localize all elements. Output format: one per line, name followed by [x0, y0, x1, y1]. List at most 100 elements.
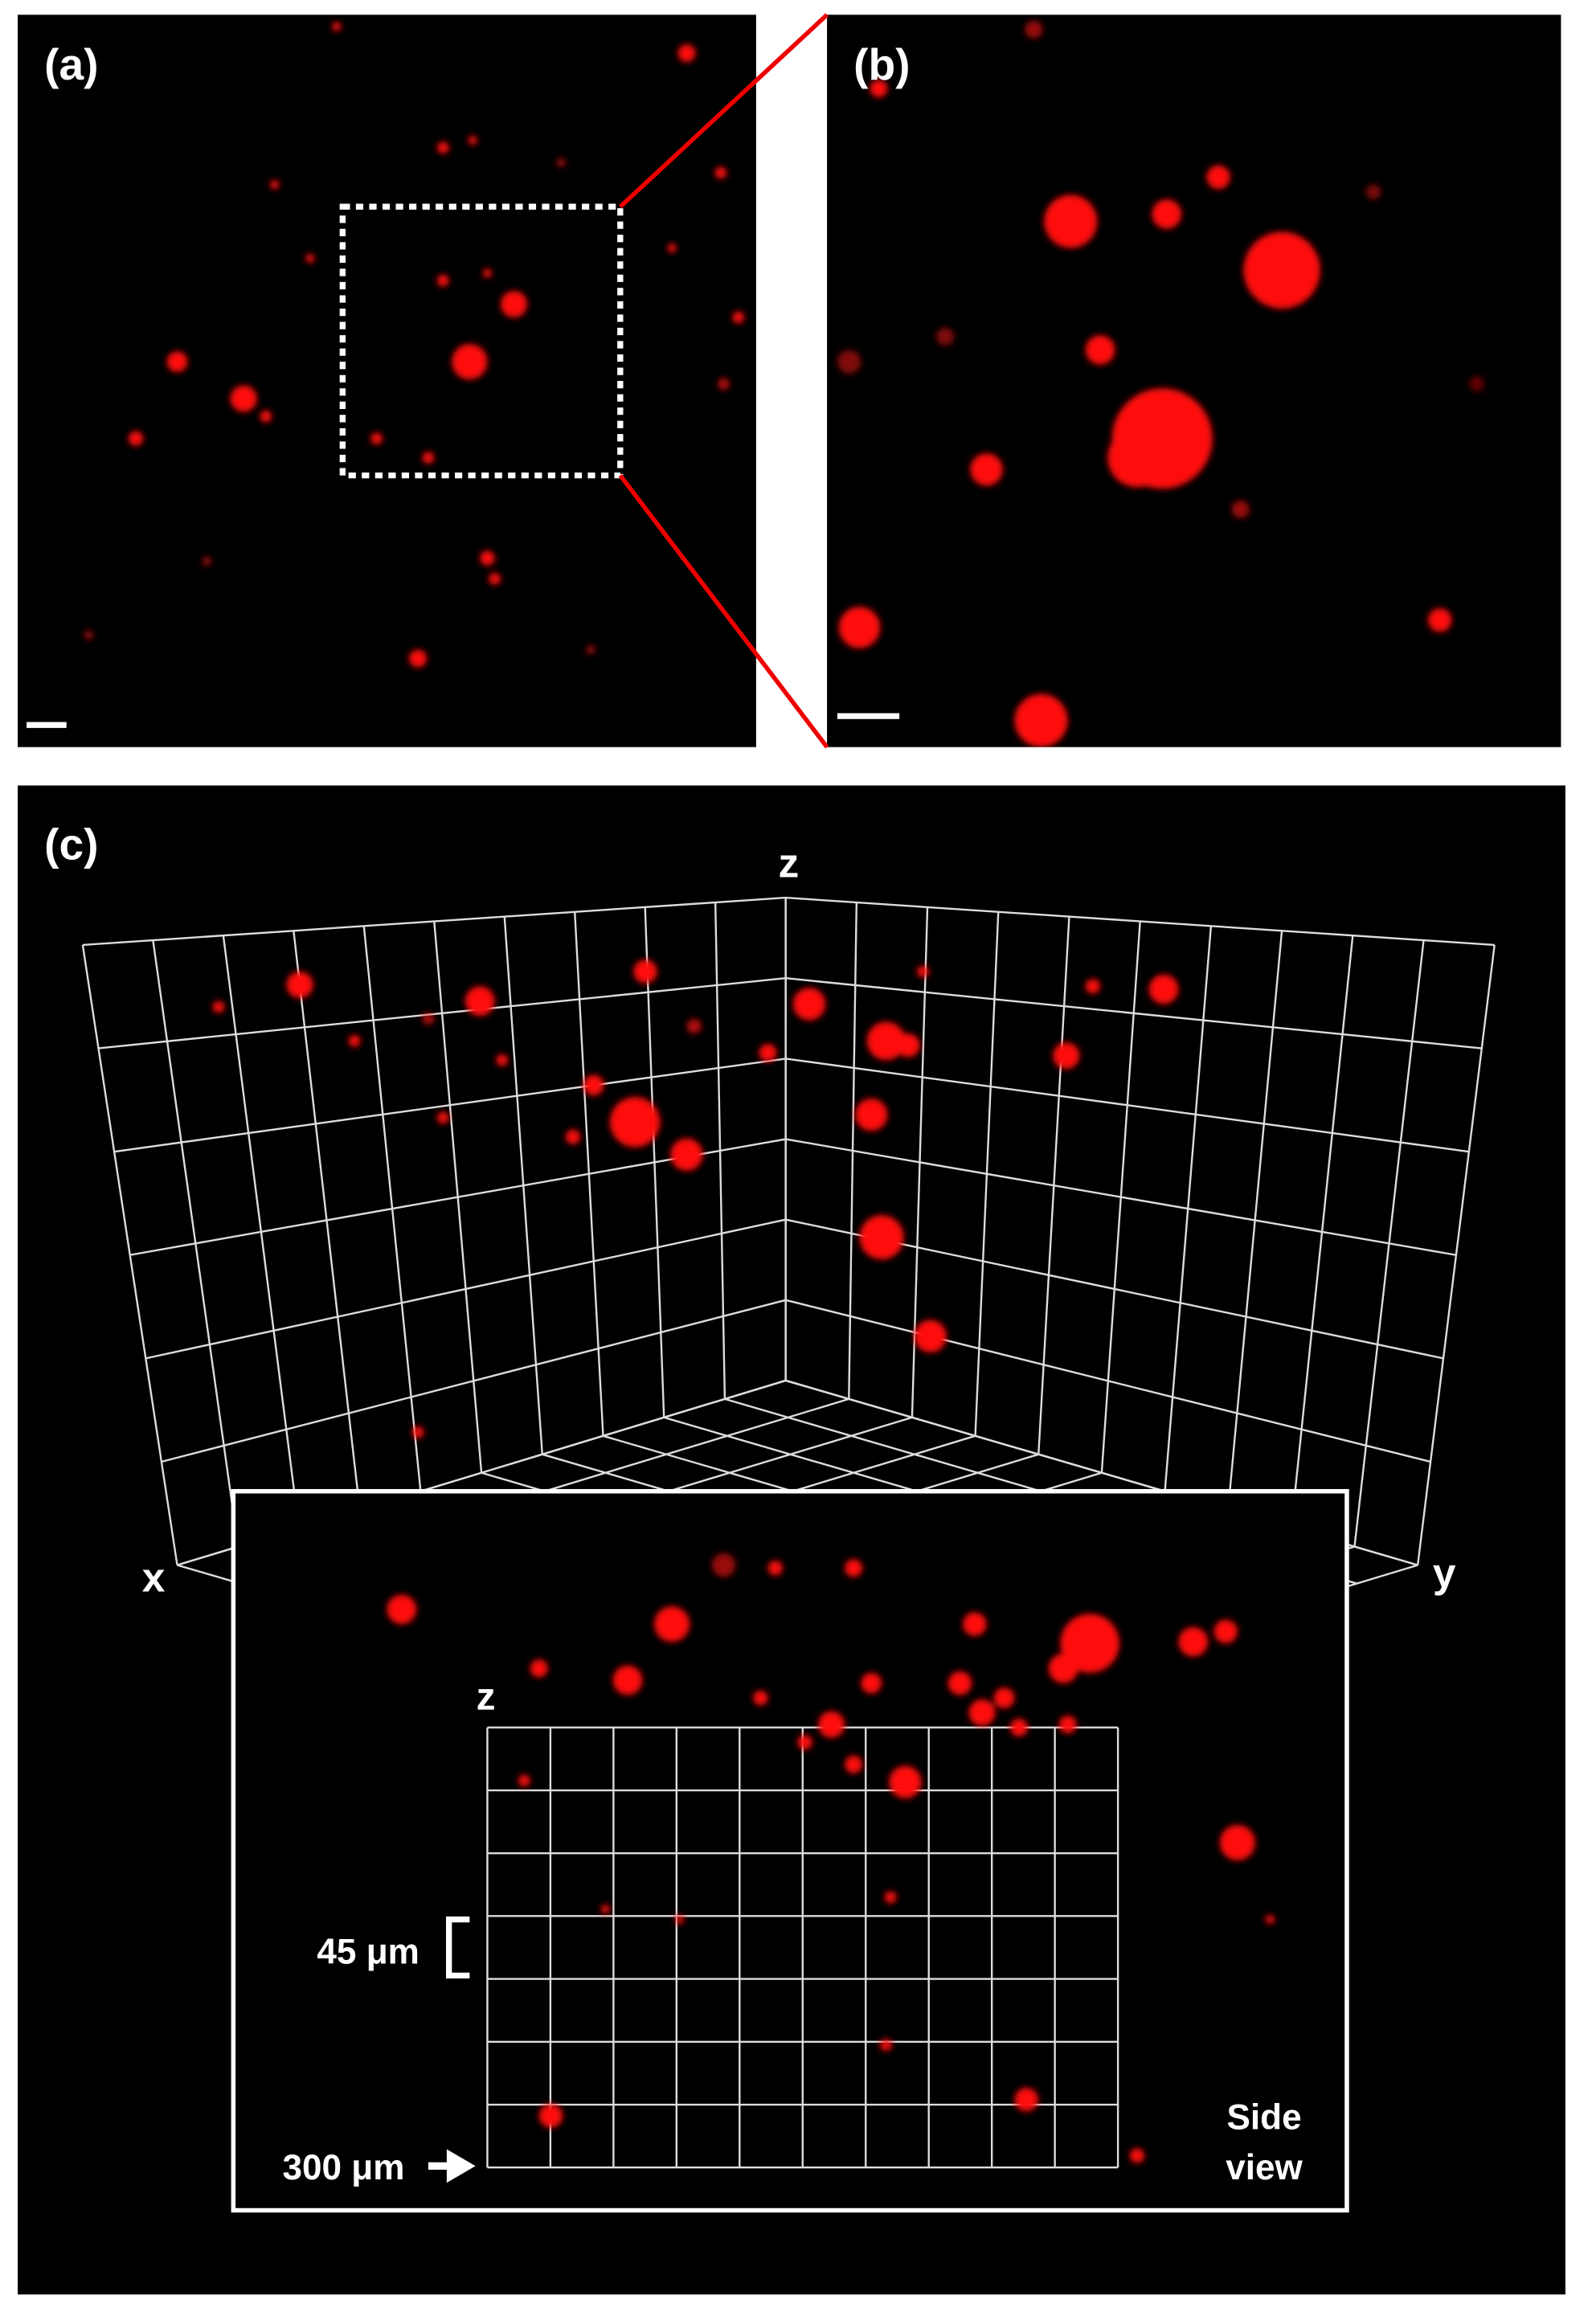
spot [370, 432, 383, 445]
spot [332, 22, 342, 31]
grid-line [785, 1058, 1470, 1153]
spot [861, 1672, 882, 1694]
inset [231, 1488, 1349, 2213]
grid-line [161, 1299, 786, 1463]
spot [818, 1711, 845, 1738]
spot [583, 1074, 604, 1096]
spot [767, 1561, 783, 1576]
spot [1129, 2148, 1145, 2163]
fluorescence-a [84, 22, 745, 668]
spot [936, 327, 955, 346]
spot [600, 1905, 610, 1914]
bracket [445, 1916, 470, 1979]
spot [436, 1111, 449, 1124]
spot [609, 1097, 661, 1148]
spot [759, 1044, 777, 1062]
spot [489, 572, 501, 585]
spot [993, 1688, 1015, 1708]
arrow [428, 2149, 476, 2183]
spot [586, 644, 595, 654]
spot [305, 254, 315, 264]
spot [837, 350, 861, 374]
grid-line [82, 896, 786, 947]
spot [518, 1774, 530, 1787]
spot [422, 1013, 435, 1025]
axis-label: x [142, 1554, 166, 1601]
spot [838, 607, 881, 649]
spot [718, 378, 730, 391]
spot [889, 1766, 922, 1798]
grid-line [785, 896, 1495, 947]
fluorescence-b [837, 20, 1484, 747]
fluorescence-c [212, 959, 1179, 1438]
spot [166, 351, 188, 373]
axis-label: z [778, 839, 799, 886]
spot [1243, 231, 1320, 309]
spot [411, 1426, 424, 1438]
fluorescence-side [387, 1553, 1275, 2163]
spot [270, 180, 280, 190]
spot [212, 1000, 225, 1013]
spot [1009, 1718, 1029, 1737]
spot [482, 268, 492, 278]
spot [1469, 376, 1484, 391]
zoom-line [618, 13, 829, 209]
panel-label: (a) [44, 39, 98, 89]
spot [387, 1594, 417, 1625]
grid-line [145, 1218, 786, 1360]
spot [436, 274, 449, 287]
spot [866, 1021, 906, 1061]
spot [452, 344, 488, 380]
spot [674, 1915, 684, 1925]
panel-a [18, 14, 756, 747]
spot [963, 1612, 987, 1636]
spot [797, 1734, 812, 1750]
scale-label: 300 μm [282, 2148, 404, 2187]
spot [896, 1033, 920, 1058]
spot [1219, 1824, 1256, 1861]
spot [422, 452, 435, 464]
spot [1014, 2088, 1038, 2112]
grid-line [113, 1058, 786, 1153]
spot [556, 158, 566, 167]
spot [968, 1699, 996, 1726]
spot [565, 1129, 581, 1144]
spot [1044, 194, 1098, 248]
zoom-box [339, 203, 624, 479]
spot [1152, 199, 1182, 229]
spot [792, 988, 826, 1021]
grid-line [785, 1299, 1431, 1463]
spot [409, 649, 428, 668]
spot [1206, 165, 1230, 190]
spot [436, 141, 449, 154]
spot [1265, 1915, 1275, 1925]
spot [947, 1671, 972, 1696]
spot [260, 410, 272, 423]
spot [1231, 500, 1250, 518]
zoom-line [618, 473, 829, 749]
spot [500, 290, 528, 318]
spot [855, 1098, 888, 1131]
panel-label: (b) [853, 39, 910, 89]
spot [880, 2039, 892, 2052]
spot [633, 959, 657, 984]
spot [686, 1018, 702, 1034]
spot [1148, 974, 1179, 1004]
spot [1014, 694, 1068, 747]
spot [1025, 20, 1043, 39]
spot [1085, 979, 1101, 994]
grid-line [785, 977, 1482, 1049]
spot [465, 986, 495, 1017]
spot [202, 556, 211, 566]
spot [884, 1891, 897, 1904]
spot [84, 630, 93, 640]
spot [230, 385, 257, 412]
spot [1365, 184, 1381, 200]
spot [677, 44, 696, 63]
spot [753, 1690, 768, 1706]
axis-label: y [1433, 1549, 1456, 1596]
spot [732, 311, 745, 324]
spot [480, 550, 495, 566]
panel-b [827, 14, 1561, 747]
